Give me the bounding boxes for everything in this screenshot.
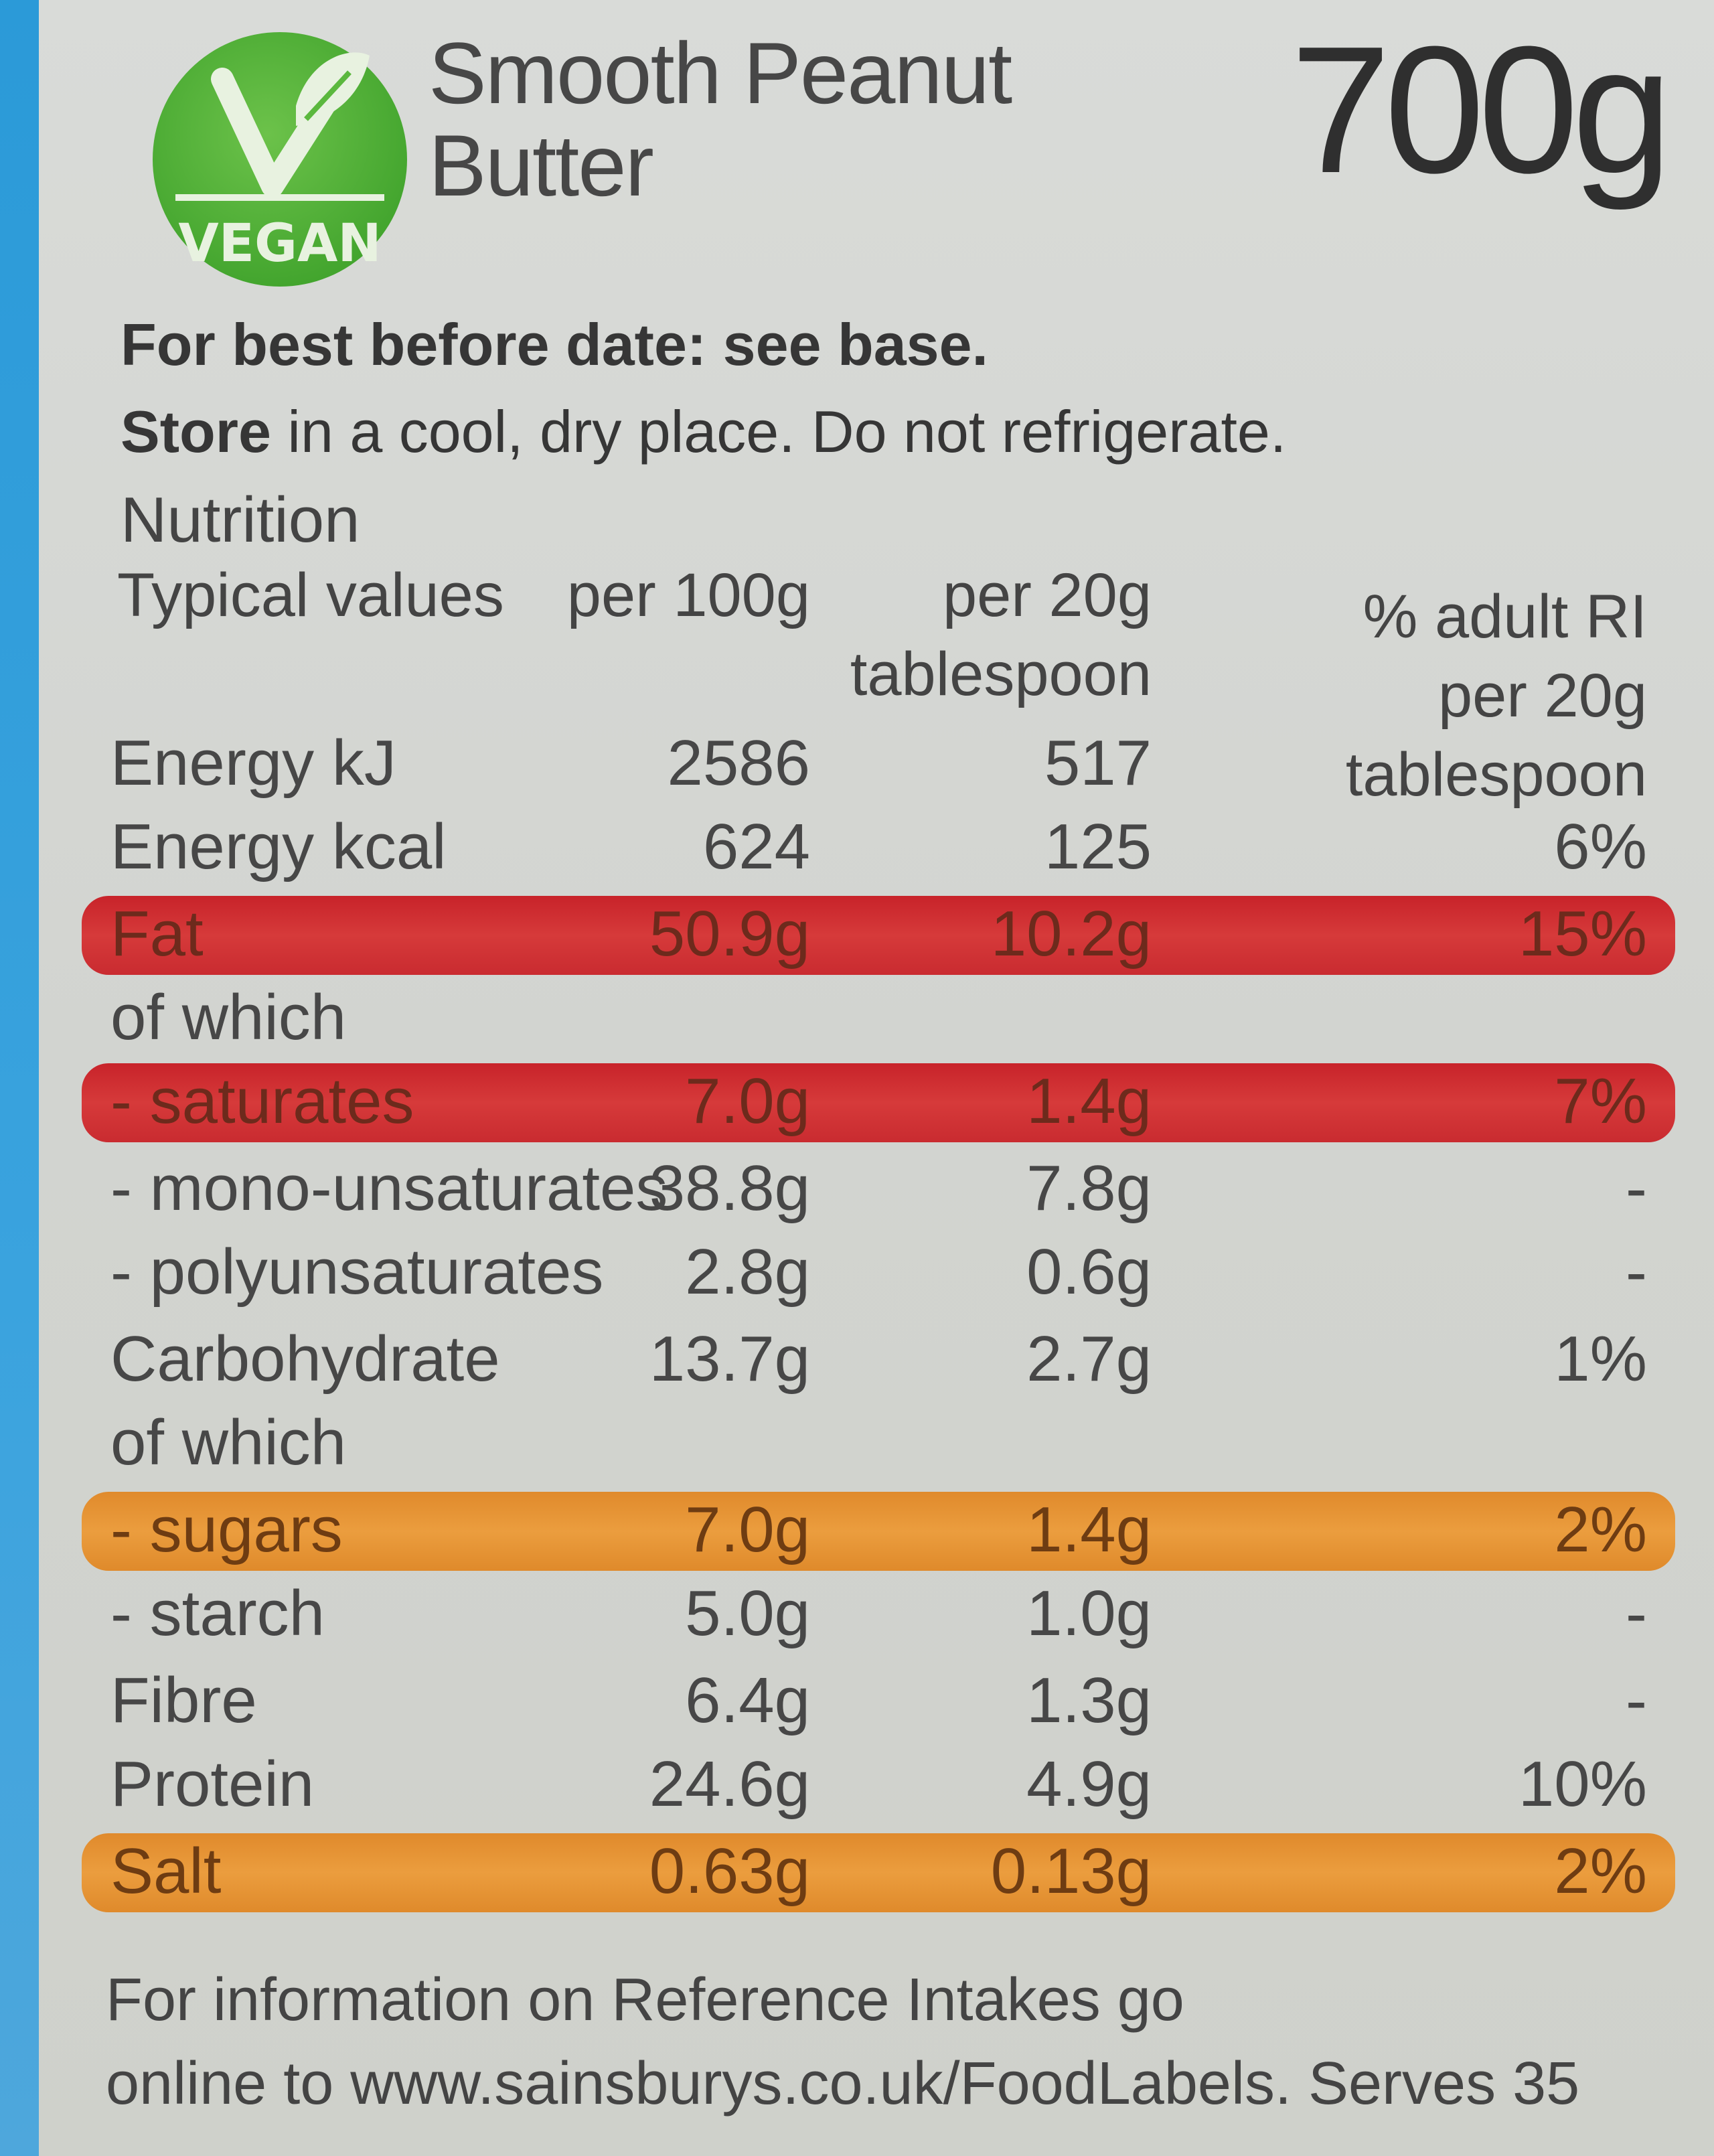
nutrient-label: - polyunsaturates: [110, 1236, 604, 1308]
adult-ri-value: 10%: [1518, 1748, 1647, 1820]
per-100g-value: 13.7g: [649, 1323, 810, 1395]
per-100g-value: 7.0g: [685, 1065, 810, 1137]
per-100g-value: 7.0g: [685, 1494, 810, 1565]
per-20g-value: 1.3g: [1026, 1665, 1152, 1736]
nutrient-label: - mono-unsaturates: [110, 1152, 668, 1224]
header-adult-ri-line2: per 20g tablespoon: [1345, 662, 1647, 809]
per-20g-value: 2.7g: [1026, 1323, 1152, 1395]
vegan-badge: VEGAN: [149, 19, 411, 300]
table-row: Energy kJ 2586 517: [0, 720, 1714, 807]
table-row: - polyunsaturates 2.8g 0.6g -: [0, 1229, 1714, 1316]
adult-ri-value: -: [1626, 1577, 1647, 1649]
nutrient-label: Fat: [110, 898, 204, 970]
nutrient-label: Carbohydrate: [110, 1323, 500, 1395]
adult-ri-value: -: [1626, 1665, 1647, 1736]
nutrient-label: Energy kcal: [110, 811, 447, 882]
nutrient-label: - saturates: [110, 1065, 414, 1137]
product-name: Smooth Peanut Butter: [428, 27, 1098, 212]
per-100g-value: 624: [702, 811, 810, 882]
adult-ri-value: -: [1626, 1236, 1647, 1308]
per-100g-value: 0.63g: [649, 1835, 810, 1907]
header-per-20g-line2: tablespoon: [850, 640, 1152, 708]
table-row: Fibre 6.4g 1.3g -: [0, 1657, 1714, 1744]
per-100g-value: 50.9g: [649, 898, 810, 970]
nutrient-label: of which: [110, 982, 347, 1053]
per-20g-value: 1.4g: [1026, 1494, 1152, 1565]
store-rest: in a cool, dry place. Do not refrigerate…: [270, 398, 1287, 465]
adult-ri-value: 2%: [1554, 1835, 1647, 1907]
adult-ri-value: 15%: [1518, 898, 1647, 970]
best-before-text: For best before date: see base.: [121, 311, 988, 378]
per-20g-value: 0.13g: [990, 1835, 1152, 1907]
storage-instructions: Store in a cool, dry place. Do not refri…: [121, 388, 1593, 475]
medium-level-band: [82, 1492, 1675, 1571]
per-20g-value: 517: [1044, 727, 1152, 799]
medium-level-band: [82, 1833, 1675, 1912]
adult-ri-value: 2%: [1554, 1494, 1647, 1565]
adult-ri-value: 1%: [1554, 1323, 1647, 1395]
svg-text:VEGAN: VEGAN: [178, 214, 381, 274]
adult-ri-value: -: [1626, 1152, 1647, 1224]
per-20g-value: 10.2g: [990, 898, 1152, 970]
table-row: of which: [0, 1399, 1714, 1486]
per-20g-value: 7.8g: [1026, 1152, 1152, 1224]
table-row: - saturates 7.0g 1.4g 7%: [0, 1058, 1714, 1145]
adult-ri-value: 7%: [1554, 1065, 1647, 1137]
footer-line2: online to www.sainsburys.co.uk/FoodLabel…: [106, 2050, 1580, 2117]
high-level-band: [82, 1063, 1675, 1142]
adult-ri-value: 6%: [1554, 811, 1647, 882]
per-100g-value: 6.4g: [685, 1665, 810, 1736]
store-bold: Store: [121, 398, 271, 465]
table-row: Carbohydrate 13.7g 2.7g 1%: [0, 1316, 1714, 1403]
footer-line1: For information on Reference Intakes go: [106, 1967, 1184, 2033]
table-row: - sugars 7.0g 1.4g 2%: [0, 1486, 1714, 1573]
net-weight: 700g: [1290, 9, 1672, 211]
vegan-leaf-icon: VEGAN: [153, 32, 407, 287]
header-typical-values: Typical values: [117, 561, 504, 629]
per-20g-value: 1.4g: [1026, 1065, 1152, 1137]
per-100g-value: 2586: [667, 727, 810, 799]
nutrient-label: - sugars: [110, 1494, 343, 1565]
table-row: - mono-unsaturates 38.8g 7.8g -: [0, 1145, 1714, 1232]
blue-edge-stripe: [0, 0, 39, 2156]
per-20g-value: 4.9g: [1026, 1748, 1152, 1820]
header-adult-ri-line1: % adult RI: [1362, 583, 1647, 651]
nutrition-title: Nutrition: [121, 484, 360, 556]
nutrient-label: Protein: [110, 1748, 315, 1820]
storage-info: For best before date: see base. Store in…: [121, 301, 1593, 475]
table-row: - starch 5.0g 1.0g -: [0, 1570, 1714, 1657]
nutrient-label: Fibre: [110, 1665, 257, 1736]
table-row: Energy kcal 624 125 6%: [0, 803, 1714, 891]
table-row: of which: [0, 974, 1714, 1061]
nutrient-label: of which: [110, 1407, 347, 1478]
header-per-20g: per 20g tablespoon: [817, 556, 1152, 714]
header-per-20g-line1: per 20g: [942, 561, 1152, 629]
per-20g-value: 1.0g: [1026, 1577, 1152, 1649]
nutrient-label: Salt: [110, 1835, 222, 1907]
product-name-line2: Butter: [428, 117, 654, 214]
footer-note: For information on Reference Intakes go …: [106, 1958, 1646, 2126]
product-name-line1: Smooth Peanut: [428, 24, 1012, 122]
high-level-band: [82, 896, 1675, 975]
per-20g-value: 0.6g: [1026, 1236, 1152, 1308]
per-100g-value: 38.8g: [649, 1152, 810, 1224]
nutrient-label: - starch: [110, 1577, 325, 1649]
table-row: Protein 24.6g 4.9g 10%: [0, 1741, 1714, 1828]
table-row: Salt 0.63g 0.13g 2%: [0, 1828, 1714, 1915]
per-100g-value: 5.0g: [685, 1577, 810, 1649]
per-100g-value: 24.6g: [649, 1748, 810, 1820]
per-100g-value: 2.8g: [685, 1236, 810, 1308]
header-adult-ri: % adult RI per 20g tablespoon: [1178, 577, 1647, 814]
header-per-100g: per 100g: [566, 561, 810, 629]
table-row: Fat 50.9g 10.2g 15%: [0, 891, 1714, 978]
per-20g-value: 125: [1044, 811, 1152, 882]
nutrient-label: Energy kJ: [110, 727, 396, 799]
